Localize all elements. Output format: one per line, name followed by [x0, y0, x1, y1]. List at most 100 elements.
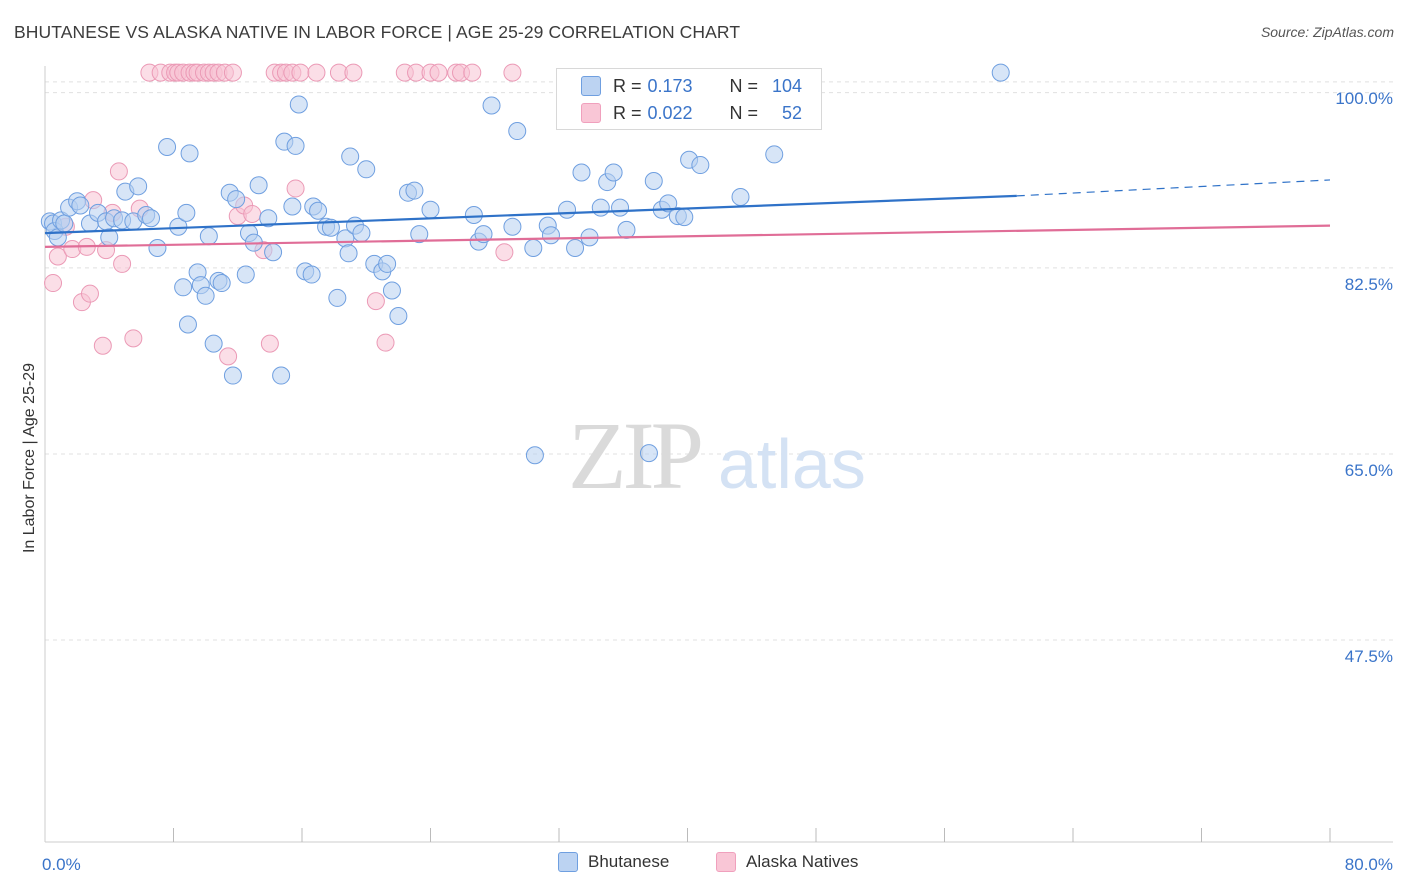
legend-swatch-pink — [716, 852, 736, 872]
bhutanese-trend-extension — [1016, 179, 1331, 197]
alaska-natives-point — [219, 347, 238, 366]
bhutanese-point — [283, 197, 302, 216]
legend-label-alaska-natives: Alaska Natives — [746, 852, 859, 871]
n-label: N = — [729, 102, 759, 123]
bhutanese-point — [731, 187, 750, 206]
bhutanese-point — [617, 220, 636, 239]
bhutanese-point — [482, 96, 501, 115]
legend-label-bhutanese: Bhutanese — [588, 852, 670, 871]
alaska-natives-point — [307, 63, 326, 82]
alaska-natives-point — [495, 243, 514, 262]
alaska-natives-point — [366, 292, 385, 311]
bhutanese-point — [174, 278, 193, 297]
r-label: R = — [613, 102, 642, 123]
alaska-natives-point — [291, 63, 310, 82]
bhutanese-point — [259, 209, 278, 228]
r-value: 0.173 — [647, 75, 693, 96]
bhutanese-point — [639, 444, 658, 463]
x-tick-label-min: 0.0% — [42, 855, 81, 874]
bhutanese-point — [405, 181, 424, 200]
r-value: 0.022 — [647, 102, 693, 123]
n-label: N = — [729, 75, 759, 96]
watermark: ZIP atlas — [568, 402, 866, 509]
bhutanese-point — [129, 177, 148, 196]
bhutanese-point — [328, 288, 347, 307]
bhutanese-point — [644, 172, 663, 191]
bhutanese-point — [503, 217, 522, 236]
y-tick-label: 47.5% — [1345, 647, 1393, 666]
bhutanese-point — [158, 137, 177, 156]
legend-item-bhutanese[interactable]: Bhutanese — [558, 852, 669, 872]
legend-item-alaska-natives[interactable]: Alaska Natives — [716, 852, 858, 872]
y-tick-label: 65.0% — [1345, 461, 1393, 480]
alaska-natives-point — [429, 63, 448, 82]
bhutanese-point — [341, 147, 360, 166]
n-value: 52 — [782, 102, 803, 123]
alaska-natives-trend-line — [44, 224, 1331, 249]
bhutanese-point — [178, 315, 197, 334]
bhutanese-point — [55, 214, 74, 233]
bhutanese-point — [382, 281, 401, 300]
bhutanese-point — [604, 163, 623, 182]
bhutanese-point — [199, 227, 218, 246]
alaska-natives-point — [344, 63, 363, 82]
bhutanese-point — [572, 163, 591, 182]
bhutanese-point — [541, 226, 560, 245]
bhutanese-point — [177, 203, 196, 222]
alaska-natives-point — [48, 247, 67, 266]
trend-lines — [44, 179, 1331, 249]
bhutanese-point — [272, 366, 291, 385]
y-tick-label: 100.0% — [1335, 89, 1393, 108]
alaska-natives-point — [109, 162, 128, 181]
legend-swatch-pink — [581, 103, 601, 123]
alaska-natives-point — [113, 254, 132, 273]
bhutanese-point — [236, 265, 255, 284]
bhutanese-point — [321, 218, 340, 237]
chart-title: BHUTANESE VS ALASKA NATIVE IN LABOR FORC… — [14, 22, 741, 42]
bhutanese-point — [525, 446, 544, 465]
alaska-natives-point — [44, 274, 63, 293]
bhutanese-point — [659, 194, 678, 213]
alaska-natives-point — [286, 179, 305, 198]
bhutanese-point — [675, 208, 694, 227]
bhutanese-point — [357, 160, 376, 179]
bhutanese-point — [212, 274, 231, 293]
bhutanese-point — [180, 144, 199, 163]
bhutanese-point — [410, 225, 429, 244]
alaska-natives-point — [463, 63, 482, 82]
bhutanese-point — [558, 200, 577, 219]
bhutanese-point — [765, 145, 784, 164]
bhutanese-point — [339, 244, 358, 263]
bhutanese-point — [286, 136, 305, 155]
bhutanese-point — [991, 63, 1010, 82]
bhutanese-point — [421, 200, 440, 219]
bhutanese-point — [508, 122, 527, 141]
bhutanese-point — [249, 176, 268, 195]
y-tick-label: 82.5% — [1345, 275, 1393, 294]
bhutanese-point — [524, 238, 543, 257]
bhutanese-point — [196, 286, 215, 305]
bhutanese-point — [204, 334, 223, 353]
tick-labels: 100.0% 82.5% 65.0% 47.5% 0.0% 80.0% — [42, 89, 1393, 874]
r-label: R = — [613, 75, 642, 96]
bhutanese-point — [142, 209, 161, 228]
bhutanese-point — [611, 198, 630, 217]
bhutanese-point — [474, 225, 493, 244]
bhutanese-point — [302, 265, 321, 284]
bhutanese-point — [289, 95, 308, 114]
bhutanese-points — [40, 63, 1010, 465]
alaska-natives-point — [243, 204, 262, 223]
alaska-natives-point — [260, 334, 279, 353]
alaska-natives-point — [503, 63, 522, 82]
x-tick-label-max: 80.0% — [1345, 855, 1393, 874]
axes — [44, 66, 1393, 843]
alaska-natives-point — [124, 329, 143, 348]
bhutanese-point — [691, 156, 710, 175]
bhutanese-point — [378, 254, 397, 273]
alaska-natives-point — [223, 63, 242, 82]
watermark-atlas: atlas — [718, 425, 866, 503]
bhutanese-point — [566, 238, 585, 257]
bhutanese-trend-line — [44, 194, 1017, 235]
bhutanese-point — [223, 366, 242, 385]
